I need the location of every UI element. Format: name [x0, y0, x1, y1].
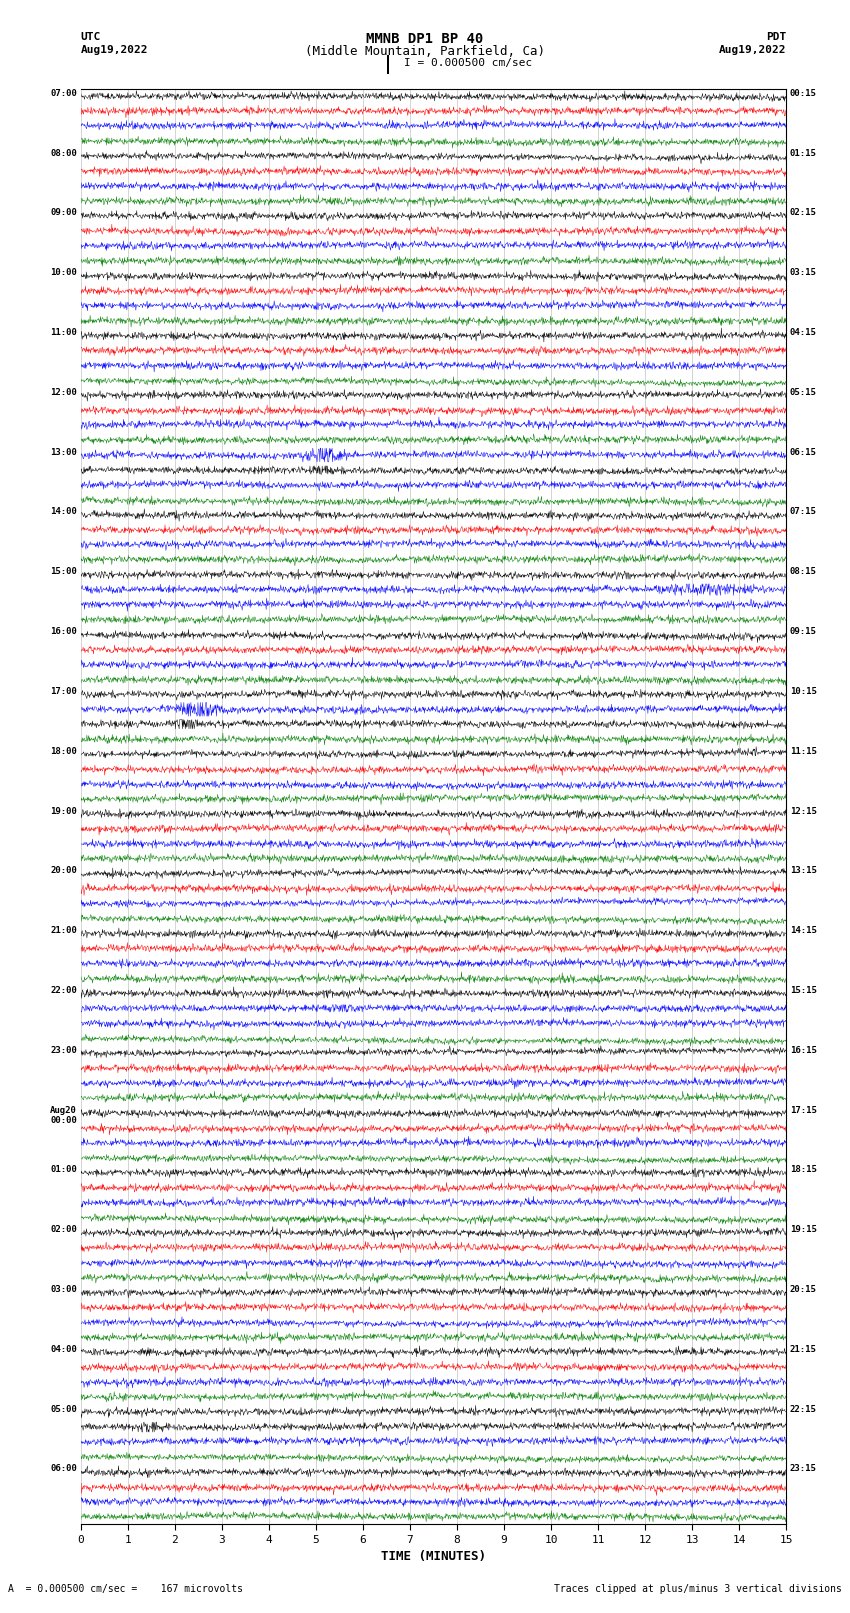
- Text: 09:00: 09:00: [50, 208, 77, 218]
- Text: Aug20
00:00: Aug20 00:00: [50, 1105, 77, 1124]
- Text: Traces clipped at plus/minus 3 vertical divisions: Traces clipped at plus/minus 3 vertical …: [553, 1584, 842, 1594]
- Text: 22:00: 22:00: [50, 986, 77, 995]
- Text: 21:00: 21:00: [50, 926, 77, 936]
- Text: 04:00: 04:00: [50, 1345, 77, 1353]
- Text: 23:15: 23:15: [790, 1465, 817, 1473]
- Text: PDT: PDT: [766, 32, 786, 42]
- Text: 07:00: 07:00: [50, 89, 77, 98]
- Text: Aug19,2022: Aug19,2022: [81, 45, 148, 55]
- Text: MMNB DP1 BP 40: MMNB DP1 BP 40: [366, 32, 484, 47]
- Text: 05:15: 05:15: [790, 387, 817, 397]
- Text: 17:00: 17:00: [50, 687, 77, 695]
- Text: 08:15: 08:15: [790, 568, 817, 576]
- Text: I = 0.000500 cm/sec: I = 0.000500 cm/sec: [404, 58, 532, 68]
- Text: 11:00: 11:00: [50, 327, 77, 337]
- Text: 01:15: 01:15: [790, 148, 817, 158]
- Text: 02:00: 02:00: [50, 1226, 77, 1234]
- Text: 03:15: 03:15: [790, 268, 817, 277]
- Text: 06:00: 06:00: [50, 1465, 77, 1473]
- Text: 12:15: 12:15: [790, 806, 817, 816]
- Text: 10:15: 10:15: [790, 687, 817, 695]
- Text: 13:00: 13:00: [50, 448, 77, 456]
- Text: (Middle Mountain, Parkfield, Ca): (Middle Mountain, Parkfield, Ca): [305, 45, 545, 58]
- Text: 20:00: 20:00: [50, 866, 77, 876]
- Text: Aug19,2022: Aug19,2022: [719, 45, 786, 55]
- Text: 21:15: 21:15: [790, 1345, 817, 1353]
- Text: 04:15: 04:15: [790, 327, 817, 337]
- Text: 19:15: 19:15: [790, 1226, 817, 1234]
- Text: 22:15: 22:15: [790, 1405, 817, 1413]
- Text: 15:15: 15:15: [790, 986, 817, 995]
- Text: 14:00: 14:00: [50, 508, 77, 516]
- Text: 18:15: 18:15: [790, 1165, 817, 1174]
- Text: 09:15: 09:15: [790, 627, 817, 636]
- Text: 06:15: 06:15: [790, 448, 817, 456]
- Text: 14:15: 14:15: [790, 926, 817, 936]
- Text: 00:15: 00:15: [790, 89, 817, 98]
- Text: 10:00: 10:00: [50, 268, 77, 277]
- Text: 18:00: 18:00: [50, 747, 77, 755]
- X-axis label: TIME (MINUTES): TIME (MINUTES): [381, 1550, 486, 1563]
- Text: A  = 0.000500 cm/sec =    167 microvolts: A = 0.000500 cm/sec = 167 microvolts: [8, 1584, 243, 1594]
- Text: 16:15: 16:15: [790, 1045, 817, 1055]
- Text: 15:00: 15:00: [50, 568, 77, 576]
- Text: 01:00: 01:00: [50, 1165, 77, 1174]
- Text: 07:15: 07:15: [790, 508, 817, 516]
- Text: 20:15: 20:15: [790, 1286, 817, 1294]
- Text: 05:00: 05:00: [50, 1405, 77, 1413]
- Text: 23:00: 23:00: [50, 1045, 77, 1055]
- Text: 08:00: 08:00: [50, 148, 77, 158]
- Text: 11:15: 11:15: [790, 747, 817, 755]
- Text: 16:00: 16:00: [50, 627, 77, 636]
- Text: 17:15: 17:15: [790, 1105, 817, 1115]
- Text: UTC: UTC: [81, 32, 101, 42]
- Text: 13:15: 13:15: [790, 866, 817, 876]
- Text: 19:00: 19:00: [50, 806, 77, 816]
- Text: 02:15: 02:15: [790, 208, 817, 218]
- Text: 12:00: 12:00: [50, 387, 77, 397]
- Text: 03:00: 03:00: [50, 1286, 77, 1294]
